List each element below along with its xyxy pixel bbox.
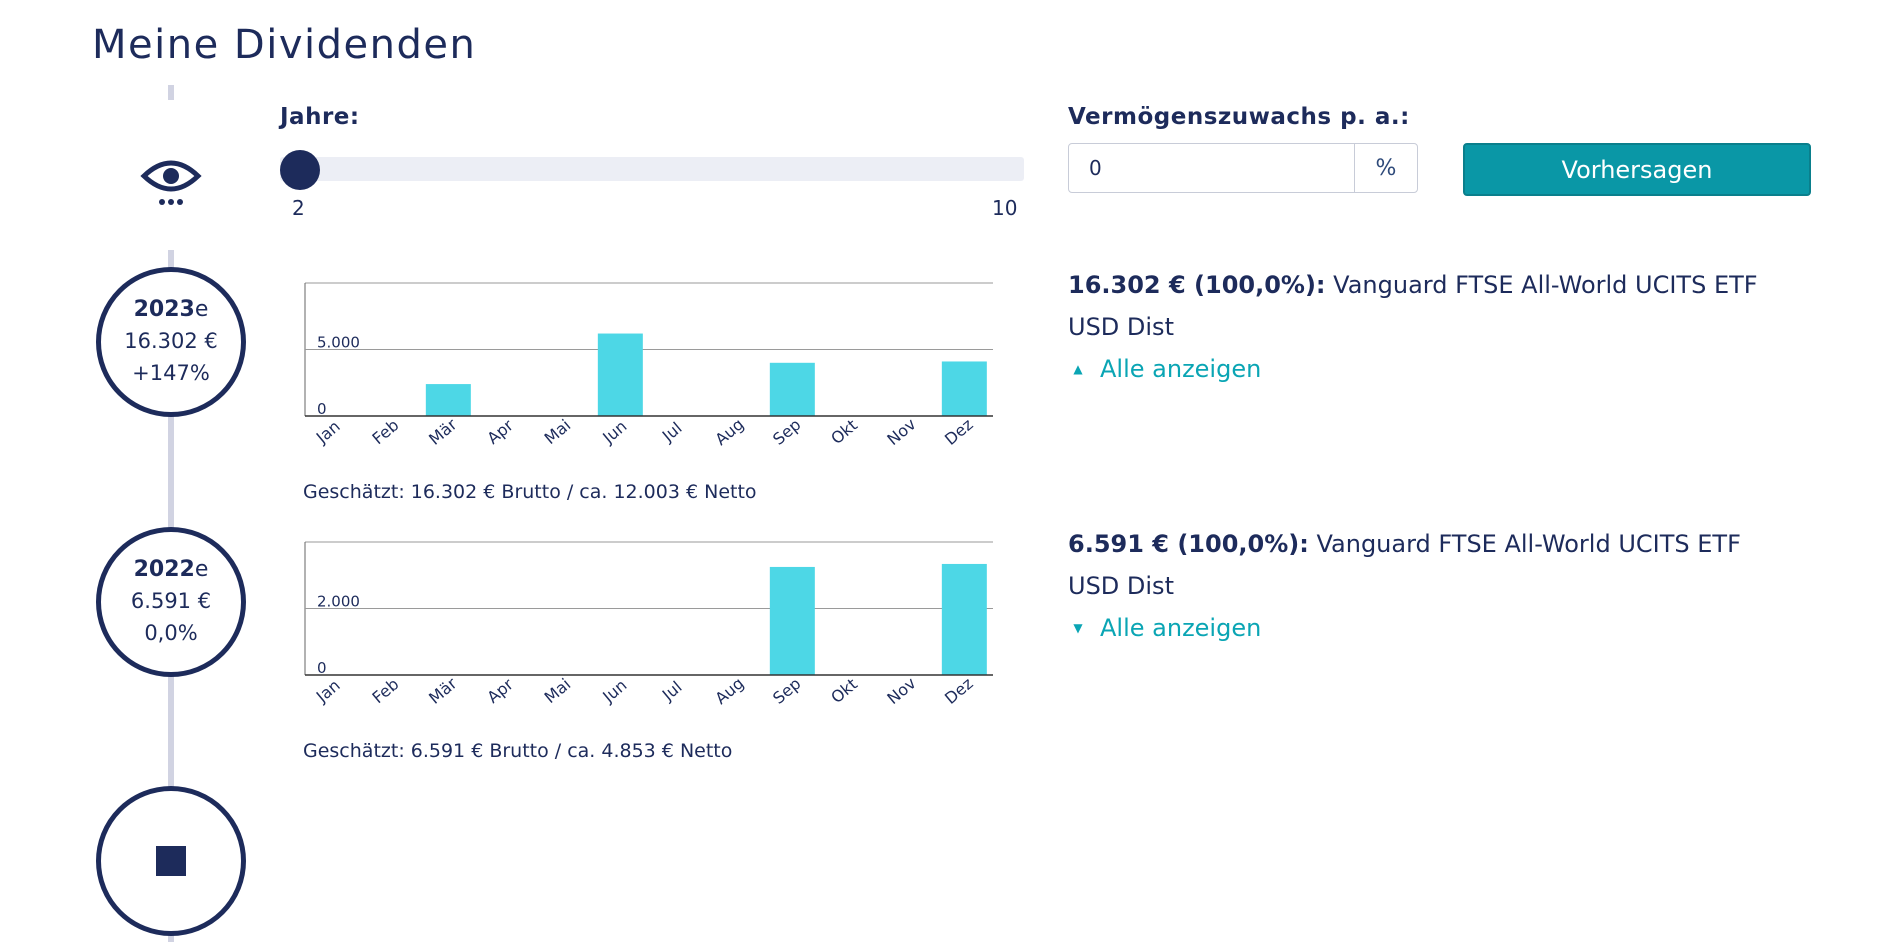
show-all-label: Alle anzeigen xyxy=(1100,614,1262,642)
page-title: Meine Dividenden xyxy=(92,22,477,68)
x-tick-label: Nov xyxy=(883,414,919,449)
percent-addon: % xyxy=(1354,144,1417,192)
caret-down-icon: ▼ xyxy=(1073,621,1083,635)
x-tick-label: Okt xyxy=(827,415,861,448)
show-all-toggle[interactable]: ▼ Alle anzeigen xyxy=(1072,614,1261,642)
holding-name: Vanguard FTSE All-World UCITS ETF USD Di… xyxy=(1068,530,1741,600)
y-tick-label: 5.000 xyxy=(317,334,360,352)
stop-button[interactable] xyxy=(96,786,246,936)
x-tick-label: Okt xyxy=(827,674,861,707)
y-tick-label: 2.000 xyxy=(317,593,360,611)
stop-icon xyxy=(156,846,186,876)
bar-sep xyxy=(769,362,815,416)
bar-mär xyxy=(425,384,471,416)
x-tick-label: Mär xyxy=(425,415,461,449)
x-tick-label: Mai xyxy=(541,415,575,448)
chart-svg: 0 5.000 Jan Feb Mär Apr Mai Jun Jul Aug Sep Okt Nov D… xyxy=(304,282,993,449)
year-label: 2022e xyxy=(133,557,209,582)
show-all-toggle[interactable]: ▲ Alle anzeigen xyxy=(1072,355,1261,383)
predict-button[interactable]: Vorhersagen xyxy=(1463,143,1811,196)
x-tick-label: Jan xyxy=(312,417,344,448)
years-label: Jahre: xyxy=(280,104,360,130)
x-tick-label: Sep xyxy=(769,415,804,449)
view-toggle[interactable] xyxy=(138,152,204,212)
bar-dez xyxy=(941,563,987,675)
x-tick-label: Aug xyxy=(711,414,747,449)
x-tick-label: Mai xyxy=(541,674,575,707)
holding-amount: 6.591 € (100,0%): xyxy=(1068,530,1309,558)
timeline-line xyxy=(168,85,174,100)
bar-jun xyxy=(597,333,643,416)
holding-info: 16.302 € (100,0%): Vanguard FTSE All-Wor… xyxy=(1068,264,1788,348)
estimate-text: Geschätzt: 16.302 € Brutto / ca. 12.003 … xyxy=(303,481,757,503)
x-tick-label: Dez xyxy=(941,674,977,708)
x-tick-label: Apr xyxy=(483,674,517,707)
caret-up-icon: ▲ xyxy=(1073,362,1083,376)
x-tick-label: Jun xyxy=(598,675,630,706)
years-slider-handle[interactable] xyxy=(280,150,320,190)
year-amount: 16.302 € xyxy=(124,329,218,353)
years-slider[interactable] xyxy=(280,157,1024,181)
dividend-chart-2023: 0 5.000 Jan Feb Mär Apr Mai Jun Jul Aug Sep Okt Nov D… xyxy=(300,278,1000,458)
x-tick-label: Nov xyxy=(883,673,919,708)
show-all-label: Alle anzeigen xyxy=(1100,355,1262,383)
holding-amount: 16.302 € (100,0%): xyxy=(1068,271,1326,299)
chart-svg: 0 2.000 Jan Feb Mär Apr Mai Jun Jul Aug Sep Okt Nov D… xyxy=(304,541,993,708)
bar-dez xyxy=(941,361,987,416)
x-tick-label: Dez xyxy=(941,415,977,449)
y-tick-label: 0 xyxy=(317,659,327,677)
bar-sep xyxy=(769,566,815,675)
growth-input[interactable] xyxy=(1069,144,1354,192)
x-tick-label: Aug xyxy=(711,673,747,708)
slider-max-label: 10 xyxy=(992,196,1018,220)
year-label: 2023e xyxy=(133,297,209,322)
holding-info: 6.591 € (100,0%): Vanguard FTSE All-Worl… xyxy=(1068,523,1788,607)
slider-min-label: 2 xyxy=(292,196,305,220)
year-change: 0,0% xyxy=(144,621,198,645)
y-tick-label: 0 xyxy=(317,400,327,418)
x-tick-label: Jul xyxy=(658,418,686,446)
x-tick-label: Feb xyxy=(369,674,403,707)
x-tick-label: Apr xyxy=(483,415,517,448)
dividend-chart-2022: 0 2.000 Jan Feb Mär Apr Mai Jun Jul Aug Sep Okt Nov D… xyxy=(300,537,1000,717)
growth-label: Vermögenszuwachs p. a.: xyxy=(1068,104,1410,130)
eye-icon xyxy=(140,160,202,205)
year-change: +147% xyxy=(132,361,210,385)
x-tick-label: Feb xyxy=(369,415,403,448)
growth-input-group: % xyxy=(1068,143,1418,193)
x-tick-label: Mär xyxy=(425,674,461,708)
x-tick-label: Jun xyxy=(598,416,630,447)
holding-name: Vanguard FTSE All-World UCITS ETF USD Di… xyxy=(1068,271,1758,341)
x-tick-label: Jul xyxy=(658,677,686,705)
x-tick-label: Sep xyxy=(769,674,804,708)
x-tick-label: Jan xyxy=(312,676,344,707)
year-circle-2023[interactable]: 2023e 16.302 € +147% xyxy=(96,267,246,417)
year-amount: 6.591 € xyxy=(130,589,212,613)
year-circle-2022[interactable]: 2022e 6.591 € 0,0% xyxy=(96,527,246,677)
estimate-text: Geschätzt: 6.591 € Brutto / ca. 4.853 € … xyxy=(303,740,733,762)
